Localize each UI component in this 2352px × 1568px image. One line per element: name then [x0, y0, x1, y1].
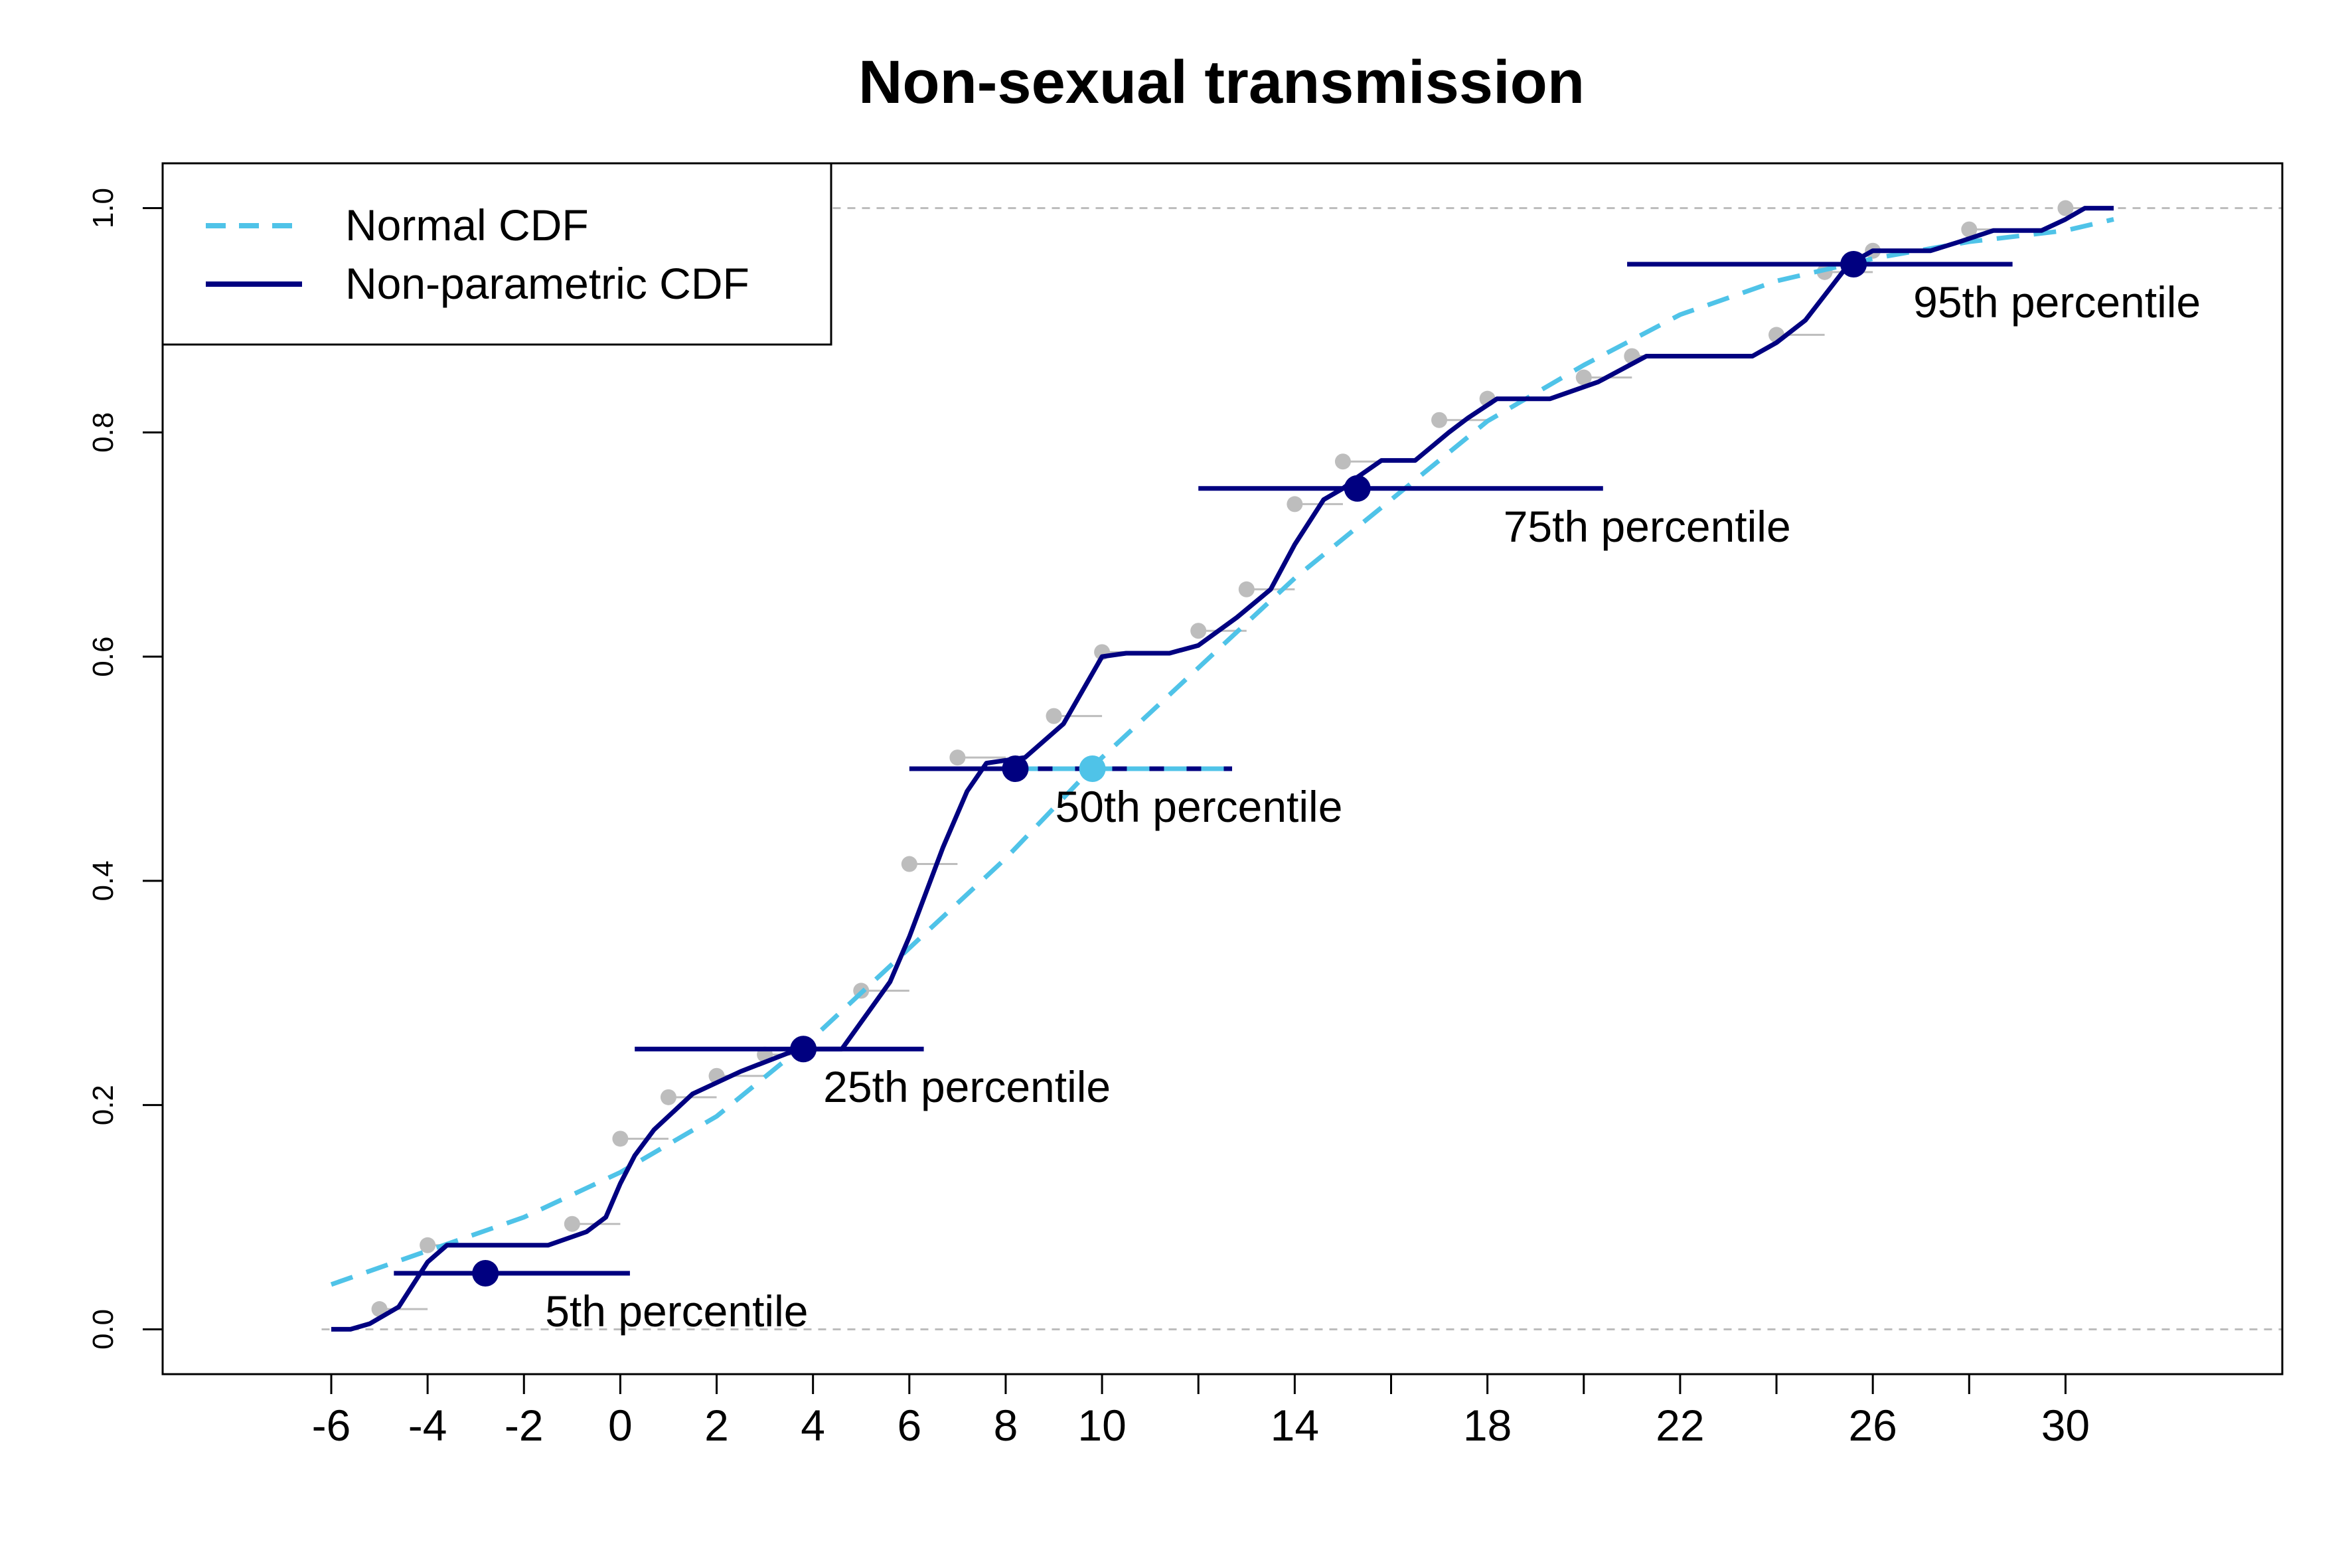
- percentile-point: [1002, 755, 1029, 782]
- empirical-point: [1190, 623, 1207, 639]
- empirical-point: [2057, 200, 2074, 216]
- percentile-label: 50th percentile: [1055, 782, 1342, 831]
- empirical-point: [660, 1089, 676, 1105]
- percentile-point: [1344, 475, 1371, 502]
- empirical-point: [1238, 581, 1255, 597]
- chart-title: Non-sexual transmission: [858, 48, 1585, 116]
- percentile-point: [472, 1260, 499, 1287]
- empirical-points: [371, 200, 2114, 1318]
- legend: Normal CDF Non-parametric CDF: [161, 162, 832, 346]
- percentile-normal-point: [1079, 755, 1106, 782]
- percentile-intervals: 5th percentile 25th percentile 50th percen…: [394, 251, 2201, 1336]
- x-tick-label: -2: [505, 1401, 544, 1450]
- legend-box: [161, 162, 832, 346]
- x-tick-label: 22: [1656, 1401, 1704, 1450]
- legend-label-normal: Normal CDF: [345, 200, 589, 250]
- x-tick-label: 10: [1077, 1401, 1126, 1450]
- y-tick-label: 0.6: [87, 637, 119, 677]
- empirical-point: [949, 749, 966, 766]
- series-line-normal: [330, 216, 2114, 1287]
- x-axis: -6 -4 -2 0 2 4 6 8 10 14 18 22 26 30: [312, 1373, 2090, 1450]
- percentile-label: 95th percentile: [1913, 277, 2201, 327]
- y-axis: 0.0 0.2 0.4 0.6 0.8 1.0: [87, 188, 164, 1350]
- x-tick-label: 14: [1271, 1401, 1319, 1450]
- x-tick-label: 26: [1848, 1401, 1897, 1450]
- y-tick-label: 0.0: [87, 1309, 119, 1350]
- x-tick-label: 8: [994, 1401, 1018, 1450]
- x-tick-label: 4: [801, 1401, 825, 1450]
- empirical-point: [612, 1131, 629, 1147]
- empirical-point: [901, 856, 917, 872]
- empirical-point: [1575, 369, 1592, 386]
- percentile-label: 75th percentile: [1504, 502, 1791, 551]
- y-tick-label: 0.4: [87, 860, 119, 901]
- y-tick-label: 0.8: [87, 412, 119, 453]
- empirical-point: [1334, 453, 1351, 470]
- percentile-point: [1840, 251, 1867, 277]
- percentile-point: [790, 1036, 817, 1063]
- empirical-point: [420, 1237, 436, 1253]
- x-tick-label: 2: [704, 1401, 729, 1450]
- empirical-point: [564, 1215, 580, 1232]
- x-tick-label: -6: [312, 1401, 351, 1450]
- percentile-label: 5th percentile: [545, 1287, 808, 1336]
- x-tick-label: 0: [608, 1401, 633, 1450]
- empirical-point: [1046, 708, 1062, 724]
- x-tick-label: 30: [2041, 1401, 2090, 1450]
- empirical-point: [1431, 412, 1448, 428]
- x-tick-label: 6: [897, 1401, 921, 1450]
- y-tick-label: 1.0: [87, 188, 119, 228]
- legend-label-nonparametric: Non-parametric CDF: [345, 259, 749, 308]
- reference-lines: [321, 207, 2282, 1330]
- percentile-label: 25th percentile: [823, 1062, 1111, 1111]
- empirical-point: [1287, 496, 1303, 512]
- y-tick-label: 0.2: [87, 1085, 119, 1125]
- x-tick-label: -4: [408, 1401, 447, 1450]
- x-tick-label: 18: [1463, 1401, 1512, 1450]
- empirical-point: [1961, 221, 1978, 238]
